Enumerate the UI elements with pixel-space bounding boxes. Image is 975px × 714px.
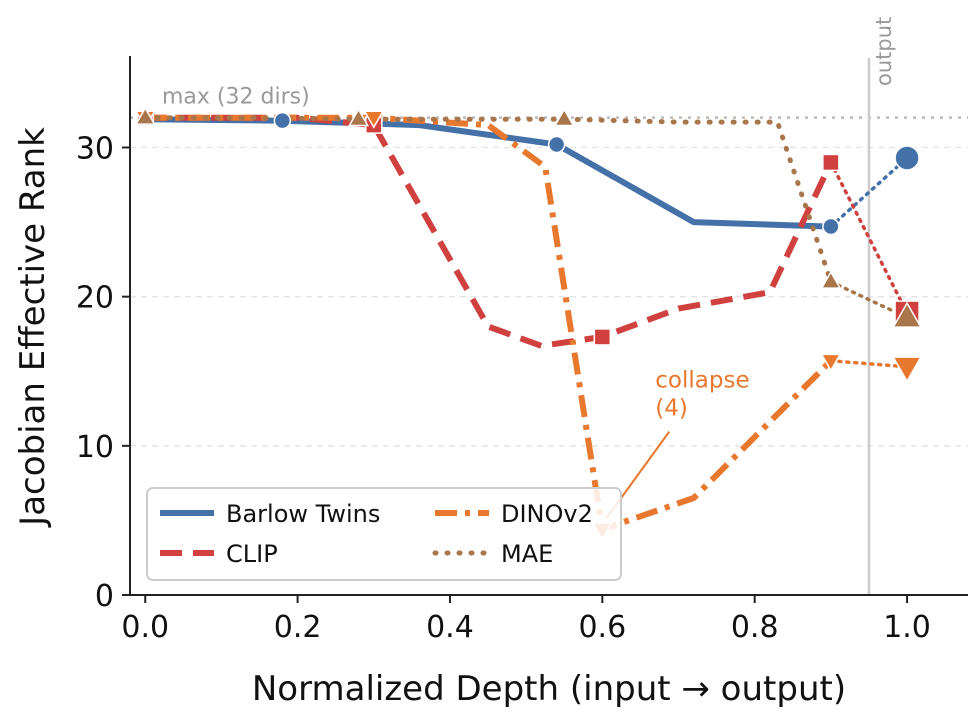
output-connector-dinov2 <box>829 359 909 369</box>
marker-barlow-twins-5 <box>822 217 840 236</box>
axis-ticks: 0.0 0.2 0.4 0.6 0.8 1.0 0 10 20 30 <box>76 132 931 646</box>
legend-label-barlow-twins: Barlow Twins <box>226 500 380 528</box>
series-line-clip <box>145 114 834 349</box>
max-reference-label: max (32 dirs) <box>162 85 310 110</box>
output-connector-barlow-twins <box>829 156 909 229</box>
marker-mae-3 <box>553 108 575 127</box>
x-axis-label: Normalized Depth (input → output) <box>252 669 846 709</box>
axis-labels: Normalized Depth (input → output) Jacobi… <box>13 127 846 709</box>
legend-box <box>146 487 622 581</box>
series-markers <box>134 106 923 541</box>
series-line-mae <box>142 115 834 285</box>
x-tick-label: 0.6 <box>578 610 626 645</box>
marker-barlow-twins-3 <box>547 135 566 154</box>
legend-label-mae: MAE <box>501 540 553 568</box>
legend-label-clip: CLIP <box>226 540 278 568</box>
marker-dinov2-7 <box>820 353 842 372</box>
y-tick-label: 20 <box>76 281 114 316</box>
output-line-label: output <box>872 17 896 86</box>
collapse-annotation-line2: (4) <box>655 396 688 422</box>
x-tick-label: 0.8 <box>731 610 779 645</box>
marker-mae-2 <box>348 108 370 127</box>
x-tick-label: 1.0 <box>883 610 931 645</box>
marker-mae-0 <box>134 106 156 125</box>
x-tick-label: 0.4 <box>426 610 474 645</box>
marker-dinov2-2 <box>363 110 385 129</box>
marker-barlow-twins-1 <box>273 111 292 130</box>
series-lines <box>142 114 909 533</box>
series-line-barlow-twins <box>145 116 831 230</box>
output-connector-mae <box>829 280 909 320</box>
marker-clip-6 <box>593 328 612 346</box>
legend: Barlow Twins CLIP DINOv2 MAE <box>146 487 622 581</box>
output-marker-mae <box>891 301 923 328</box>
axes <box>129 56 968 596</box>
y-tick-label: 30 <box>76 132 114 167</box>
x-tick-label: 0.2 <box>274 610 322 645</box>
series-line-dinov2 <box>145 114 834 533</box>
x-tick-label: 0.0 <box>121 610 169 645</box>
output-marker-barlow-twins <box>894 145 920 171</box>
marker-mae-6 <box>820 270 842 289</box>
y-tick-label: 0 <box>95 579 114 614</box>
reference-lines <box>130 58 968 595</box>
output-marker-dinov2 <box>891 356 923 383</box>
y-axis-label: Jacobian Effective Rank <box>13 127 53 528</box>
annotations: max (32 dirs) output collapse (4) <box>162 17 896 519</box>
marker-clip-9 <box>822 153 840 172</box>
collapse-annotation-line1: collapse <box>655 368 749 394</box>
y-tick-label: 10 <box>76 430 114 465</box>
legend-label-dinov2: DINOv2 <box>501 500 593 528</box>
